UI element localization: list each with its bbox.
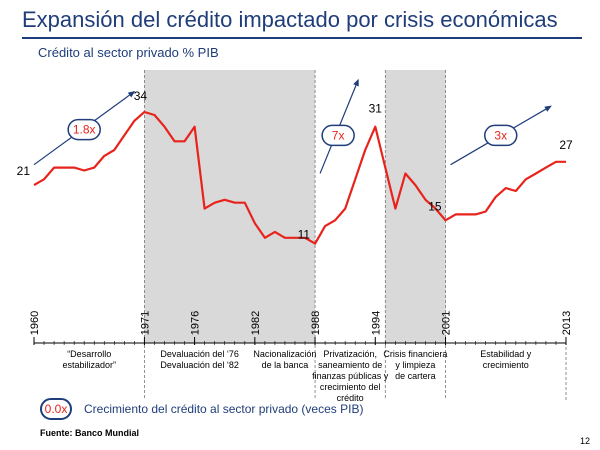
x-tick-label: 1960: [29, 311, 41, 335]
x-axis: 1960 1971 1976 1982 1988 1994 2001 2013: [29, 311, 573, 345]
x-tick-label: 2001: [441, 311, 453, 335]
growth-badge-label: 3x: [494, 128, 507, 142]
growth-badge: [67, 118, 101, 141]
growth-badge-label: 7x: [332, 128, 345, 142]
period-label: Estabilidad y crecimiento: [480, 349, 532, 370]
credit-series-line: [33, 110, 566, 245]
x-tick-label: 1976: [190, 311, 202, 335]
point-value-label: 31: [369, 102, 383, 116]
shaded-periods: [144, 70, 567, 400]
point-value-label: 11: [298, 228, 311, 242]
point-value-label: 15: [428, 199, 442, 213]
title-rule: [22, 37, 582, 39]
x-tick-label: 2013: [561, 311, 573, 335]
period-label: Nacionalización de la banca: [253, 349, 316, 370]
period-label: Privatización, saneamiento de finanzas púb…: [312, 349, 389, 403]
period-labels: “Desarrollo estabilizador” Devaluación del…: [62, 349, 531, 403]
growth-badge-label: 1.8x: [73, 123, 96, 137]
growth-annotations: 1.8x 7x 3x: [33, 78, 552, 174]
page-number: 12: [579, 436, 590, 446]
period-label: “Desarrollo estabilizador”: [62, 349, 116, 370]
source-note: Fuente: Banco Mundial: [40, 428, 139, 438]
slide-title: Expansión del crédito impactado por cris…: [22, 7, 558, 32]
period-label: Devaluación del ‘76 Devaluación del ‘82: [160, 349, 239, 370]
point-labels: 21 34 11 31 15 27: [17, 89, 573, 242]
legend-text: Crecimiento del crédito al sector privad…: [84, 402, 364, 416]
x-tick-label: 1971: [139, 311, 151, 335]
growth-badge: [321, 124, 355, 147]
shaded-period: [144, 70, 316, 343]
point-value-label: 21: [17, 164, 31, 178]
point-value-label: 34: [134, 89, 148, 103]
period-label: Crisis financiera y limpieza de cartera: [383, 349, 447, 381]
x-tick-label: 1982: [250, 311, 262, 335]
series-layer: [33, 110, 566, 245]
x-tick-label: 1994: [370, 311, 382, 335]
growth-badge: [484, 124, 518, 147]
point-value-label: 27: [559, 138, 573, 152]
x-tick-label: 1988: [310, 311, 322, 335]
legend-badge: 0.0x: [40, 398, 72, 420]
chart-subtitle: Crédito al sector privado % PIB: [38, 45, 219, 60]
